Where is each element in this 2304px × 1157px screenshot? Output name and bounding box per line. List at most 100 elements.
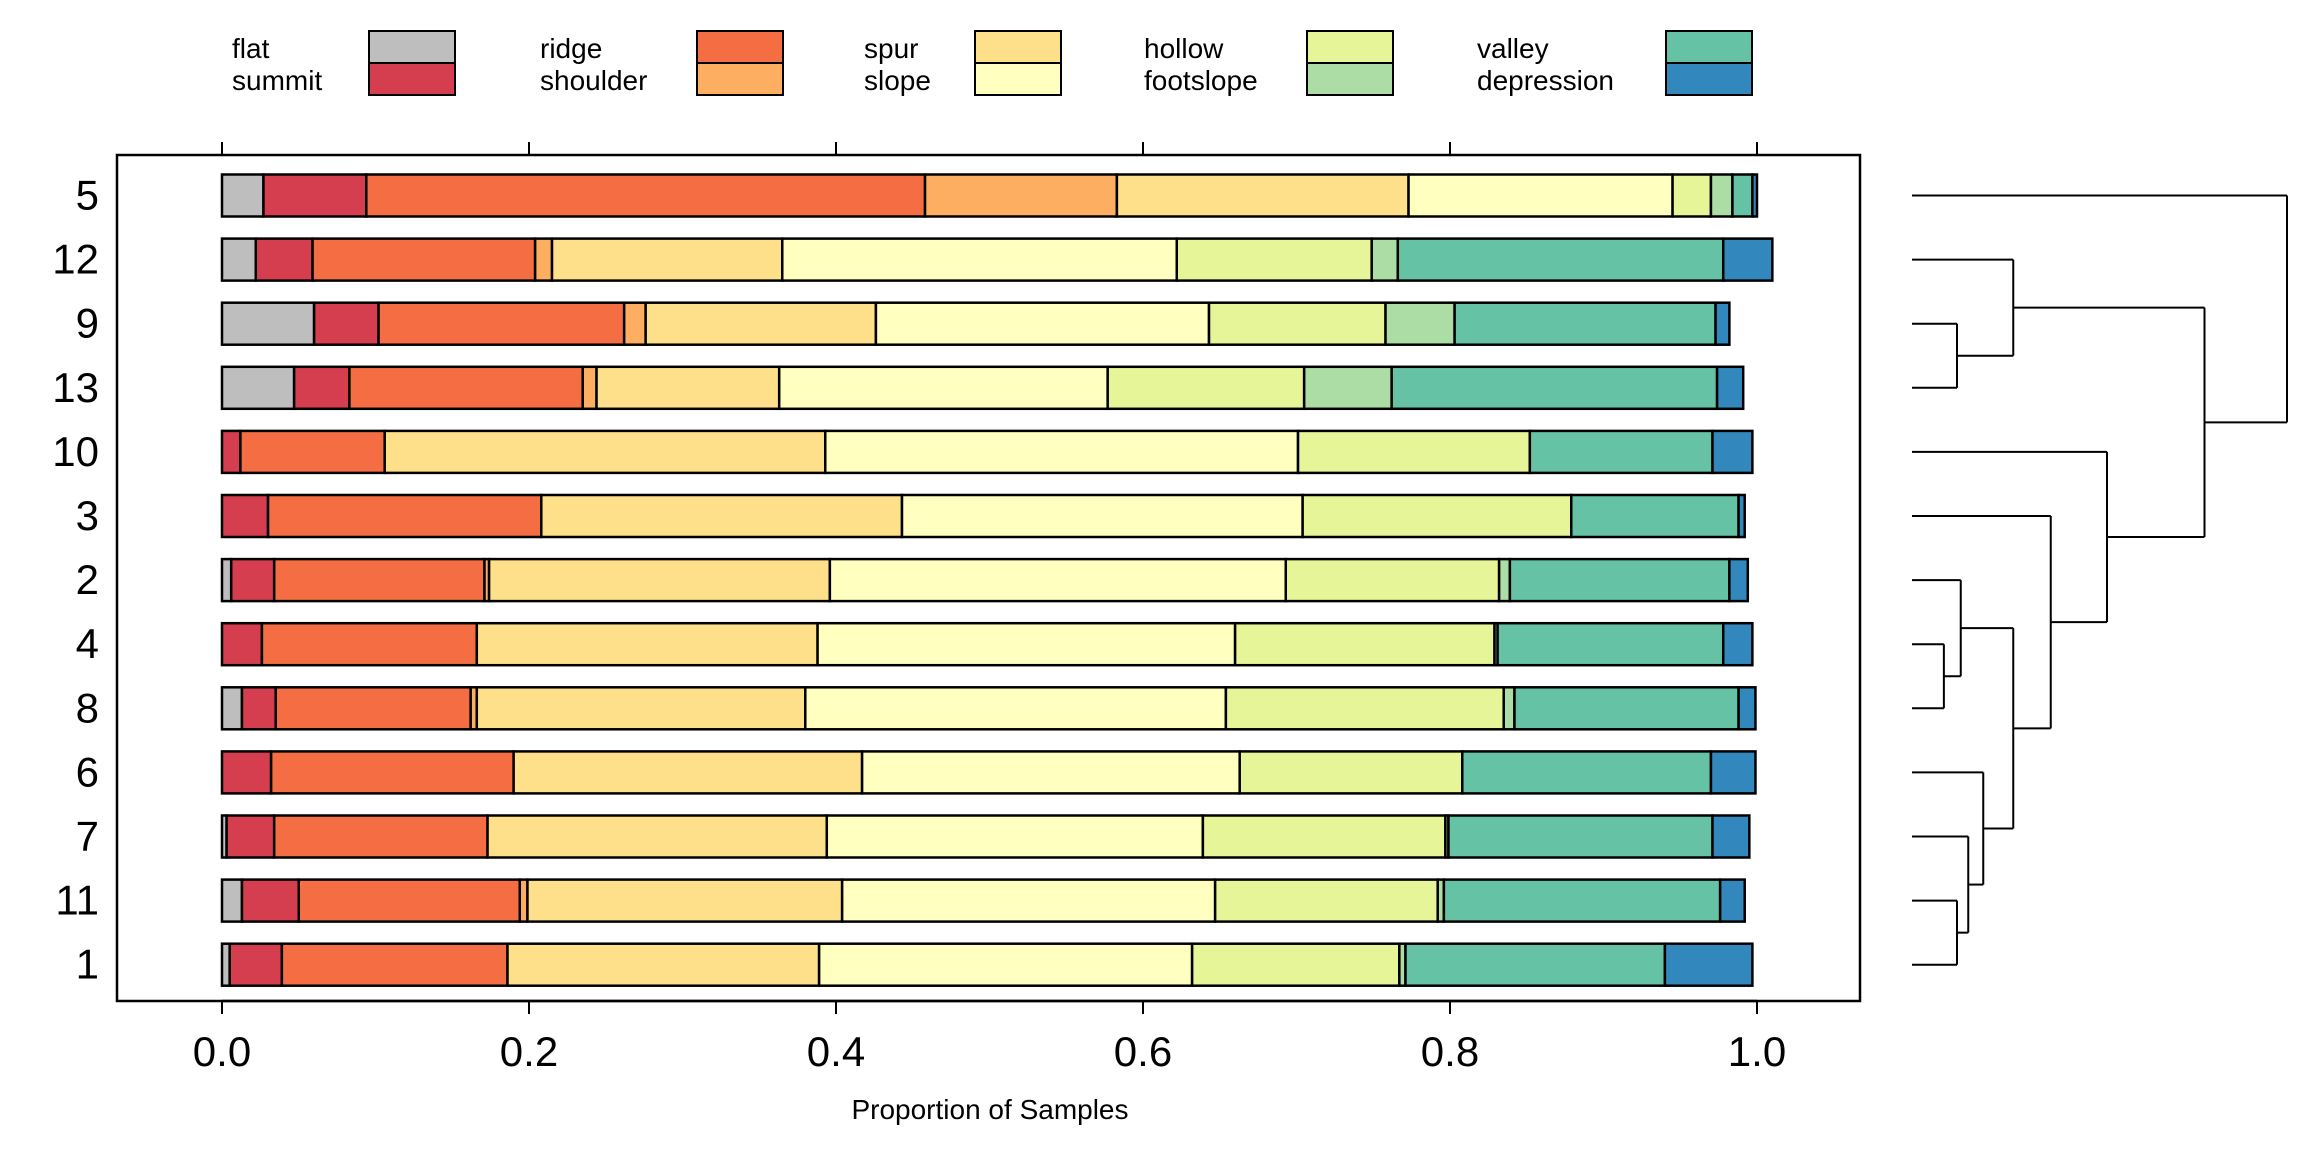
bar-segment-1-hollow [1190,942,1401,987]
legend-swatch-shoulder [696,62,784,96]
bar-segment-7-slope [825,814,1205,859]
bar-segment-12-depression [1721,237,1774,282]
bar-segment-12-ridge [311,237,537,282]
x-axis: 0.0 0.2 0.4 0.6 0.8 1.0 [193,999,1786,1075]
bar-segment-1-slope [817,942,1194,987]
bar-segment-7-hollow [1201,814,1447,859]
bar-segment-9-hollow [1207,301,1387,346]
bar-segment-2-valley [1508,557,1731,603]
bar-segment-4-hollow [1233,621,1496,667]
bar-segment-12-shoulder [533,237,554,282]
bar-segment-10-valley [1528,429,1714,475]
bar-segment-1-spur [506,942,821,987]
bar-segment-6-spur [512,750,864,795]
bar-segment-5-summit [262,173,368,218]
bar-segment-8-spur [475,686,807,731]
legend-swatch-valley [1665,30,1753,64]
bar-segment-13-flat [220,365,296,411]
bar-segment-9-summit [312,301,380,346]
bar-segment-8-flat [220,686,244,731]
legend-label-footslope: footslope [1144,65,1258,96]
bar-segment-5-spur [1115,173,1410,218]
legend-swatch-slope [974,62,1062,96]
legend-label-ridge: ridge [540,33,602,64]
legend-swatch-flat [368,30,456,64]
x-tick-label-0.2: 0.2 [500,1028,558,1075]
legend-label-depression: depression [1477,65,1614,96]
bar-segment-6-ridge [269,750,515,795]
bar-segment-7-depression [1711,814,1751,859]
bar-segment-5-footslope [1709,173,1734,218]
bar-segment-11-valley [1442,878,1722,923]
bar-segment-1-ridge [280,942,509,987]
bar-segment-1-summit [228,942,284,987]
x-tick-label-1.0: 1.0 [1728,1028,1786,1075]
bar-segment-11-slope [840,878,1217,923]
bar-segment-12-summit [254,237,314,282]
y-tick-label-11: 11 [55,877,99,924]
bar-segment-13-valley [1390,365,1719,411]
legend-swatch-footslope [1306,62,1394,96]
x-tick-label-0.4: 0.4 [807,1028,865,1075]
legend-label-flat: flat [232,33,270,64]
bar-segment-13-slope [777,365,1109,411]
x-tick-label-0.6: 0.6 [1114,1028,1172,1075]
bar-segment-3-valley [1570,493,1740,539]
bar-segment-8-depression [1737,686,1757,731]
legend-label-summit: summit [232,65,322,96]
bar-segment-6-hollow [1238,750,1464,795]
bar-segment-9-slope [874,301,1211,346]
bar-segment-5-depression [1751,173,1759,218]
bar-segment-4-slope [816,621,1237,667]
dendrogram [1912,194,2288,966]
bar-segment-8-valley [1513,686,1740,731]
bar-segment-11-flat [220,878,244,923]
bar-segment-12-spur [550,237,784,282]
bar-segment-5-valley [1731,173,1754,218]
bar-segment-11-depression [1718,878,1746,923]
x-tick-label-0.8: 0.8 [1421,1028,1479,1075]
bar-segment-3-depression [1737,493,1746,539]
bar-segment-13-depression [1715,365,1745,411]
legend-swatch-depression [1665,62,1753,96]
bar-segment-4-valley [1496,621,1725,667]
y-tick-label-13: 13 [52,364,99,411]
bar-segment-3-slope [900,493,1304,539]
bar-segment-2-ridge [272,557,486,603]
bar-segment-13-shoulder [581,365,598,411]
bar-segment-11-spur [526,878,844,923]
bar-segment-2-depression [1728,557,1750,603]
bar-segment-10-hollow [1296,429,1532,475]
bar-segment-8-footslope [1502,686,1516,731]
y-tick-label-6: 6 [76,748,99,795]
bar-segment-5-shoulder [923,173,1119,218]
bar-segment-4-depression [1721,621,1754,667]
bar-segment-13-ridge [348,365,584,411]
bar-segment-13-spur [595,365,781,411]
bar-segment-4-spur [475,621,819,667]
y-tick-label-8: 8 [76,684,99,731]
legend-swatch-spur [974,30,1062,64]
bar-segment-1-depression [1663,942,1754,987]
legend-label-hollow: hollow [1144,33,1224,64]
bar-segment-7-summit [225,814,276,859]
bar-segment-8-ridge [274,686,472,731]
bar-segment-5-flat [220,173,265,218]
y-tick-label-1: 1 [76,941,99,988]
top-axis-ticks [221,142,1758,155]
y-tick-label-12: 12 [52,236,99,283]
bar-segment-7-valley [1447,814,1714,859]
bar-segment-9-shoulder [622,301,647,346]
bar-segment-7-ridge [272,814,489,859]
bar-segment-3-hollow [1301,493,1573,539]
bar-segment-2-footslope [1497,557,1512,603]
legend-swatch-ridge [696,30,784,64]
legend-label-valley: valley [1477,33,1549,64]
bar-segment-11-hollow [1213,878,1439,923]
bar-segment-9-footslope [1384,301,1456,346]
bar-segment-3-ridge [266,493,543,539]
